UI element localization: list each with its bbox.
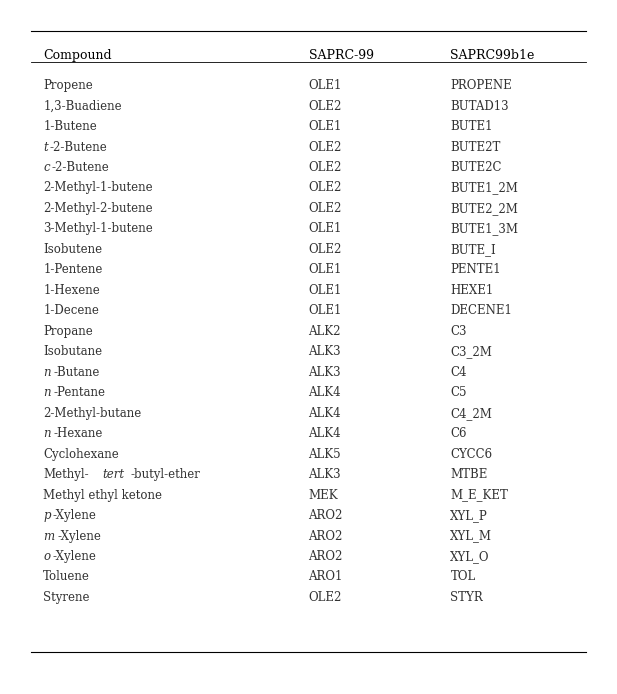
Text: OLE2: OLE2 (308, 182, 342, 194)
Text: DECENE1: DECENE1 (450, 305, 512, 317)
Text: t: t (43, 140, 48, 153)
Text: PROPENE: PROPENE (450, 79, 512, 92)
Text: TOL: TOL (450, 570, 476, 584)
Text: -Xylene: -Xylene (57, 530, 101, 543)
Text: Styrene: Styrene (43, 591, 89, 604)
Text: 1-Decene: 1-Decene (43, 305, 99, 317)
Text: OLE2: OLE2 (308, 161, 342, 174)
Text: ALK4: ALK4 (308, 427, 341, 440)
Text: OLE2: OLE2 (308, 243, 342, 256)
Text: PENTE1: PENTE1 (450, 264, 501, 276)
Text: o: o (43, 550, 51, 563)
Text: Compound: Compound (43, 49, 112, 62)
Text: -2-Butene: -2-Butene (49, 140, 107, 153)
Text: p: p (43, 509, 51, 522)
Text: STYR: STYR (450, 591, 483, 604)
Text: ALK4: ALK4 (308, 386, 341, 399)
Text: ARO2: ARO2 (308, 530, 343, 543)
Text: 2-Methyl-butane: 2-Methyl-butane (43, 407, 141, 420)
Text: 1-Pentene: 1-Pentene (43, 264, 102, 276)
Text: OLE1: OLE1 (308, 305, 342, 317)
Text: XYL_P: XYL_P (450, 509, 488, 522)
Text: Propane: Propane (43, 325, 93, 338)
Text: ALK2: ALK2 (308, 325, 341, 338)
Text: BUTE2_2M: BUTE2_2M (450, 202, 518, 215)
Text: BUTE2T: BUTE2T (450, 140, 501, 153)
Text: BUTAD13: BUTAD13 (450, 99, 509, 112)
Text: XYL_M: XYL_M (450, 530, 492, 543)
Text: Cyclohexane: Cyclohexane (43, 448, 119, 461)
Text: HEXE1: HEXE1 (450, 284, 494, 297)
Text: OLE2: OLE2 (308, 99, 342, 112)
Text: -Xylene: -Xylene (52, 550, 96, 563)
Text: 2-Methyl-2-butene: 2-Methyl-2-butene (43, 202, 153, 215)
Text: 1-Butene: 1-Butene (43, 120, 97, 133)
Text: -2-Butene: -2-Butene (52, 161, 109, 174)
Text: ARO2: ARO2 (308, 509, 343, 522)
Text: OLE2: OLE2 (308, 140, 342, 153)
Text: ALK4: ALK4 (308, 407, 341, 420)
Text: ALK3: ALK3 (308, 346, 341, 358)
Text: C6: C6 (450, 427, 467, 440)
Text: OLE1: OLE1 (308, 120, 342, 133)
Text: -Butane: -Butane (53, 366, 99, 379)
Text: C3_2M: C3_2M (450, 346, 492, 358)
Text: c: c (43, 161, 50, 174)
Text: BUTE1_3M: BUTE1_3M (450, 223, 518, 235)
Text: BUTE1_2M: BUTE1_2M (450, 182, 518, 194)
Text: ARO2: ARO2 (308, 550, 343, 563)
Text: SAPRC99b1e: SAPRC99b1e (450, 49, 535, 62)
Text: ALK3: ALK3 (308, 468, 341, 481)
Text: -Xylene: -Xylene (53, 509, 97, 522)
Text: m: m (43, 530, 54, 543)
Text: 1-Hexene: 1-Hexene (43, 284, 100, 297)
Text: OLE2: OLE2 (308, 591, 342, 604)
Text: C4: C4 (450, 366, 467, 379)
Text: BUTE2C: BUTE2C (450, 161, 502, 174)
Text: 1,3-Buadiene: 1,3-Buadiene (43, 99, 122, 112)
Text: Isobutane: Isobutane (43, 346, 102, 358)
Text: Isobutene: Isobutene (43, 243, 102, 256)
Text: OLE1: OLE1 (308, 264, 342, 276)
Text: CYCC6: CYCC6 (450, 448, 492, 461)
Text: 3-Methyl-1-butene: 3-Methyl-1-butene (43, 223, 153, 235)
Text: n: n (43, 366, 51, 379)
Text: BUTE1: BUTE1 (450, 120, 493, 133)
Text: M_E_KET: M_E_KET (450, 489, 508, 502)
Text: 2-Methyl-1-butene: 2-Methyl-1-butene (43, 182, 153, 194)
Text: ALK5: ALK5 (308, 448, 341, 461)
Text: C3: C3 (450, 325, 467, 338)
Text: OLE2: OLE2 (308, 202, 342, 215)
Text: -Pentane: -Pentane (53, 386, 105, 399)
Text: C4_2M: C4_2M (450, 407, 492, 420)
Text: ALK3: ALK3 (308, 366, 341, 379)
Text: BUTE_I: BUTE_I (450, 243, 496, 256)
Text: C5: C5 (450, 386, 467, 399)
Text: n: n (43, 427, 51, 440)
Text: ARO1: ARO1 (308, 570, 343, 584)
Text: -Hexane: -Hexane (53, 427, 102, 440)
Text: -butyl-ether: -butyl-ether (131, 468, 201, 481)
Text: Toluene: Toluene (43, 570, 90, 584)
Text: OLE1: OLE1 (308, 223, 342, 235)
Text: tert: tert (102, 468, 124, 481)
Text: Methyl-: Methyl- (43, 468, 89, 481)
Text: OLE1: OLE1 (308, 79, 342, 92)
Text: MTBE: MTBE (450, 468, 488, 481)
Text: Methyl ethyl ketone: Methyl ethyl ketone (43, 489, 162, 502)
Text: Propene: Propene (43, 79, 93, 92)
Text: MEK: MEK (308, 489, 338, 502)
Text: n: n (43, 386, 51, 399)
Text: XYL_O: XYL_O (450, 550, 490, 563)
Text: OLE1: OLE1 (308, 284, 342, 297)
Text: SAPRC-99: SAPRC-99 (308, 49, 373, 62)
